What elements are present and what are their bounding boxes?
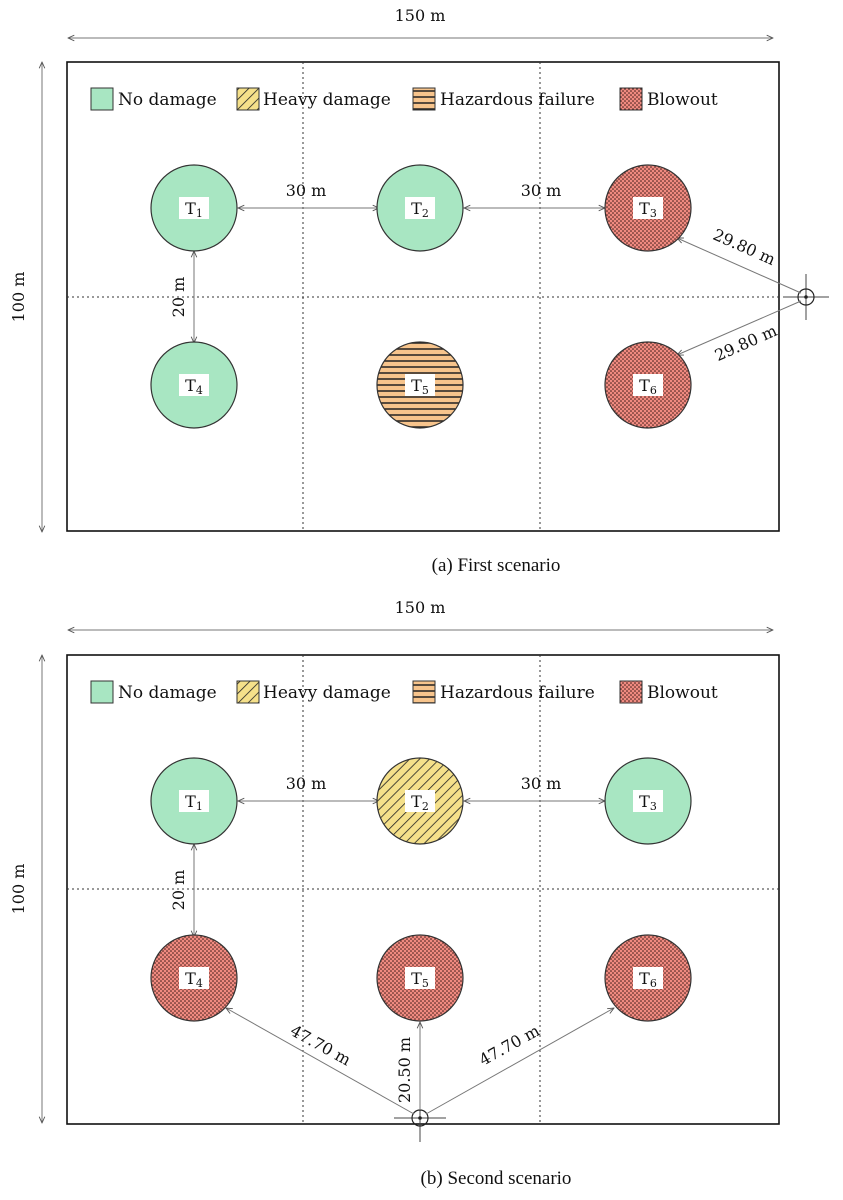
legend: No damage Heavy damage Hazardous failure… xyxy=(90,680,718,704)
legend-swatch-hazardous-failure xyxy=(412,87,436,111)
caption: (b) Second scenario xyxy=(421,1168,572,1189)
tank-label: T xyxy=(411,969,422,988)
legend-swatch-blowout xyxy=(619,680,643,704)
legend-swatch-heavy-damage xyxy=(236,680,260,704)
tank-t5: T5 xyxy=(376,934,464,1022)
caption: (a) First scenario xyxy=(432,555,561,576)
svg-text:T3: T3 xyxy=(639,199,657,220)
legend-label-no-damage: No damage xyxy=(118,683,217,703)
tank-label: T xyxy=(639,199,650,218)
tank-t1: T1 xyxy=(150,757,238,845)
tank-t3: T3 xyxy=(604,757,692,845)
svg-text:T2: T2 xyxy=(411,199,429,220)
distance-arrow-source-t3 xyxy=(677,238,802,294)
height-label: 100 m xyxy=(9,272,28,323)
legend-label-blowout: Blowout xyxy=(647,90,718,110)
tank-t1: T1 xyxy=(150,164,238,252)
legend-swatch-heavy-damage xyxy=(236,87,260,111)
svg-text:T2: T2 xyxy=(411,792,429,813)
tank-label: T xyxy=(639,376,650,395)
svg-text:T6: T6 xyxy=(639,376,657,397)
legend-swatch-no-damage xyxy=(90,680,114,704)
svg-text:T4: T4 xyxy=(185,376,203,397)
legend-swatch-hazardous-failure xyxy=(412,680,436,704)
tank-label: T xyxy=(185,376,196,395)
distance-label-source-t5: 20.50 m xyxy=(395,1037,414,1103)
spacing-label-t1-t2: 30 m xyxy=(286,774,327,793)
tank-t2: T2 xyxy=(376,164,464,252)
svg-text:T1: T1 xyxy=(185,792,203,813)
svg-text:T6: T6 xyxy=(639,969,657,990)
svg-text:T4: T4 xyxy=(185,969,203,990)
tank-label: T xyxy=(185,969,196,988)
spacing-label-t2-t3: 30 m xyxy=(521,181,562,200)
legend-label-heavy-damage: Heavy damage xyxy=(263,683,391,703)
legend: No damage Heavy damage Hazardous failure… xyxy=(90,87,718,111)
tank-label: T xyxy=(411,792,422,811)
legend-swatch-blowout xyxy=(619,87,643,111)
legend-label-no-damage: No damage xyxy=(118,90,217,110)
tank-label: T xyxy=(639,792,650,811)
distance-arrow-source-t6 xyxy=(677,300,802,355)
spacing-label-t2-t3: 30 m xyxy=(521,774,562,793)
tank-label: T xyxy=(185,792,196,811)
panel-first-scenario: 150 m 100 m No damage Heavy damage Hazar… xyxy=(9,6,829,576)
tank-t6: T6 xyxy=(604,934,692,1022)
tank-label: T xyxy=(411,199,422,218)
tank-t4: T4 xyxy=(150,341,238,429)
svg-text:T5: T5 xyxy=(411,969,429,990)
panel-second-scenario: 150 m 100 m No damage Heavy damage Hazar… xyxy=(9,598,780,1189)
spacing-label-t1-t4: 20 m xyxy=(169,870,188,911)
tank-t2: T2 xyxy=(376,757,464,845)
spacing-label-t1-t4: 20 m xyxy=(169,277,188,318)
width-label: 150 m xyxy=(395,6,446,25)
legend-label-hazardous-failure: Hazardous failure xyxy=(440,90,595,110)
width-label: 150 m xyxy=(395,598,446,617)
tank-label: T xyxy=(185,199,196,218)
tank-t5: T5 xyxy=(376,341,464,429)
ignition-source-marker xyxy=(783,274,829,320)
tank-t3: T3 xyxy=(604,164,692,252)
legend-label-hazardous-failure: Hazardous failure xyxy=(440,683,595,703)
legend-swatch-no-damage xyxy=(90,87,114,111)
distance-arrow-source-t6 xyxy=(425,1008,614,1115)
tank-t4: T4 xyxy=(150,934,238,1022)
svg-text:T3: T3 xyxy=(639,792,657,813)
tank-label: T xyxy=(411,376,422,395)
tank-t6: T6 xyxy=(604,341,692,429)
svg-text:T5: T5 xyxy=(411,376,429,397)
tank-label: T xyxy=(639,969,650,988)
legend-label-heavy-damage: Heavy damage xyxy=(263,90,391,110)
legend-label-blowout: Blowout xyxy=(647,683,718,703)
height-label: 100 m xyxy=(9,864,28,915)
spacing-label-t1-t2: 30 m xyxy=(286,181,327,200)
svg-text:T1: T1 xyxy=(185,199,203,220)
distance-arrow-source-t4 xyxy=(226,1008,415,1115)
